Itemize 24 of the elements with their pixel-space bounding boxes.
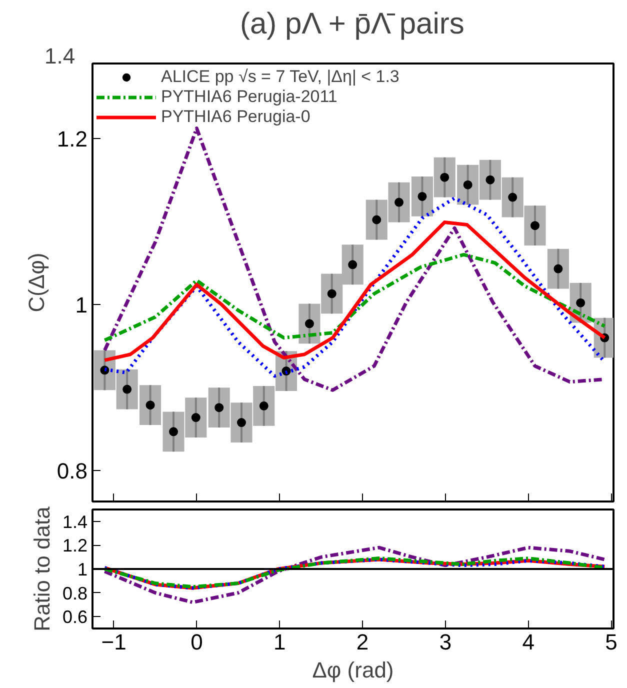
line-series — [102, 546, 606, 604]
y-tick-label: 1.2 — [62, 536, 88, 556]
y-tick-label: 1 — [75, 292, 88, 318]
line-series — [102, 252, 606, 342]
legend-label: ALICE pp √s = 7 TeV, |Δη| < 1.3 — [161, 67, 400, 87]
x-tick-label: 0 — [190, 630, 203, 654]
x-tick-label: 1 — [274, 630, 286, 654]
y-tick-label: 0.8 — [56, 458, 88, 484]
x-axis-title: Δφ (rad) — [312, 658, 394, 682]
x-tick-label: 4 — [522, 630, 534, 654]
y-tick-label: 1.4 — [62, 512, 88, 532]
y-tick-label: 1 — [77, 560, 88, 580]
legend-label: PYTHIA6 Perugia-0 — [161, 107, 310, 127]
y-tick-label: 0.8 — [62, 583, 88, 604]
y-axis-title: C(Δφ) — [24, 252, 49, 312]
chart-title: (a) pΛ + p̄Λ̄ pairs — [240, 8, 464, 40]
y-axis-title: Ratio to data — [29, 506, 54, 632]
y-tick-label: 1.2 — [56, 126, 88, 152]
x-tick-label: −1 — [101, 630, 126, 654]
x-tick-label: 5 — [605, 630, 618, 654]
legend-label: PYTHIA6 Perugia-2011 — [161, 87, 338, 107]
y-tick-label: 0.6 — [62, 607, 88, 628]
x-tick-label: 2 — [356, 630, 369, 654]
x-tick-label: 3 — [439, 630, 452, 654]
